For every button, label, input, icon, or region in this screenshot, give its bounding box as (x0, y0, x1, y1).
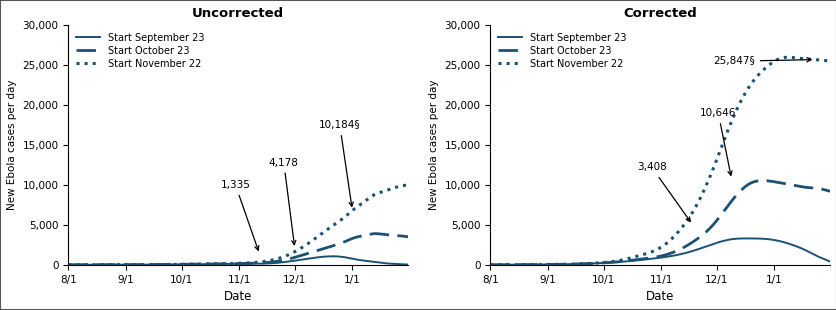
Start September 23 (403, 263, 413, 266)
Start November 22 (349, 207, 359, 210)
Start November 22 (264, 259, 274, 263)
Start September 23 (793, 246, 803, 249)
Start September 23 (486, 263, 496, 267)
Start October 23 (64, 263, 74, 267)
Line: Start October 23: Start October 23 (490, 180, 829, 265)
Start October 23 (265, 260, 275, 264)
Start September 23 (264, 262, 274, 265)
Start October 23 (692, 236, 702, 240)
Start November 22 (692, 200, 702, 204)
Start September 23 (265, 261, 275, 265)
Start September 23 (328, 255, 338, 258)
Start November 22 (686, 210, 696, 214)
Start October 23 (271, 259, 281, 263)
Start October 23 (793, 184, 803, 188)
Start November 22 (64, 263, 74, 267)
Start November 22 (371, 192, 381, 196)
Text: 1,335: 1,335 (221, 180, 258, 250)
Line: Start October 23: Start October 23 (69, 234, 408, 265)
Start October 23 (64, 263, 74, 267)
Line: Start September 23: Start September 23 (490, 238, 829, 265)
Start October 23 (264, 260, 274, 264)
Start September 23 (686, 250, 696, 253)
Y-axis label: New Ebola cases per day: New Ebola cases per day (7, 80, 17, 210)
Start September 23 (350, 258, 360, 261)
Start September 23 (64, 263, 74, 267)
Start November 22 (824, 59, 834, 63)
Start November 22 (64, 263, 74, 267)
Start October 23 (686, 241, 696, 245)
Legend: Start September 23, Start October 23, Start November 22: Start September 23, Start October 23, St… (495, 30, 629, 72)
Start October 23 (485, 263, 495, 267)
Start November 22 (771, 58, 781, 62)
Start September 23 (485, 263, 495, 267)
Title: Corrected: Corrected (623, 7, 696, 20)
Start October 23 (403, 235, 413, 239)
Start November 22 (271, 257, 281, 261)
Start September 23 (64, 263, 74, 267)
Text: 10,646: 10,646 (699, 108, 736, 175)
Start September 23 (692, 247, 702, 251)
X-axis label: Date: Date (645, 290, 674, 303)
Text: 4,178: 4,178 (268, 157, 298, 245)
Start September 23 (772, 239, 782, 242)
Start October 23 (486, 263, 496, 267)
Start October 23 (372, 232, 382, 236)
Start October 23 (686, 240, 696, 244)
X-axis label: Date: Date (224, 290, 252, 303)
Start September 23 (686, 249, 696, 253)
Start November 22 (782, 55, 792, 59)
Title: Uncorrected: Uncorrected (192, 7, 284, 20)
Start September 23 (740, 237, 750, 240)
Line: Start November 22: Start November 22 (69, 185, 408, 265)
Legend: Start September 23, Start October 23, Start November 22: Start September 23, Start October 23, St… (73, 30, 207, 72)
Start October 23 (757, 179, 767, 182)
Start November 22 (403, 183, 413, 187)
Start November 22 (485, 263, 495, 267)
Y-axis label: New Ebola cases per day: New Ebola cases per day (428, 80, 438, 210)
Start November 22 (686, 212, 696, 216)
Line: Start November 22: Start November 22 (490, 57, 829, 265)
Text: 25,847§: 25,847§ (712, 56, 810, 66)
Start November 22 (793, 56, 803, 60)
Start October 23 (772, 180, 782, 184)
Line: Start September 23: Start September 23 (69, 256, 408, 265)
Start November 22 (265, 259, 275, 262)
Start November 22 (486, 263, 496, 267)
Start October 23 (370, 232, 380, 236)
Text: 10,184§: 10,184§ (319, 120, 360, 206)
Start October 23 (349, 236, 359, 240)
Start September 23 (372, 260, 382, 264)
Text: 3,408: 3,408 (636, 162, 690, 221)
Start October 23 (824, 189, 834, 193)
Start September 23 (271, 261, 281, 265)
Start September 23 (824, 260, 834, 264)
